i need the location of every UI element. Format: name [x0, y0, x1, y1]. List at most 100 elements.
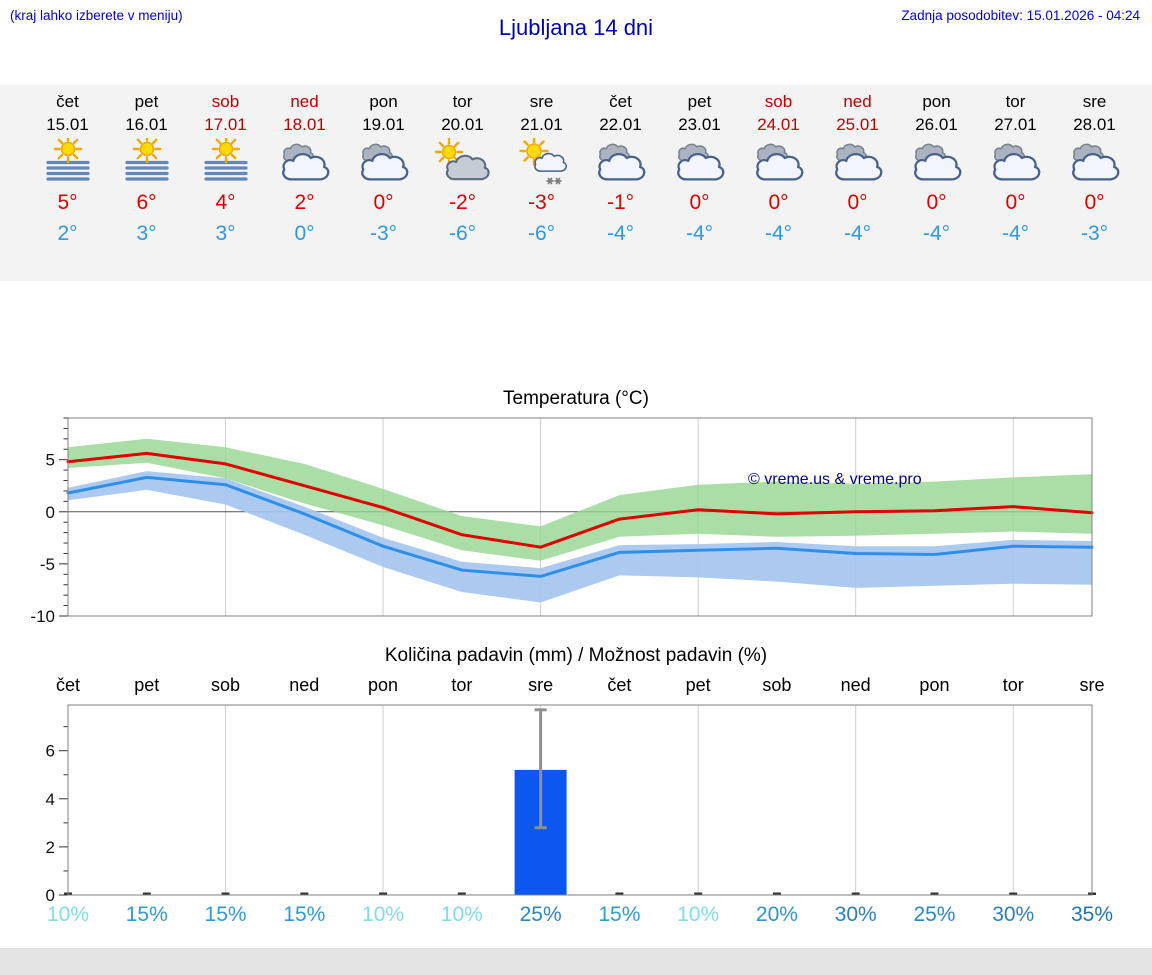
day-low-temp: -4°	[922, 222, 951, 245]
day-low-temp: -4°	[843, 222, 872, 245]
zero-precip-mark	[300, 892, 309, 895]
day-low-temp: 0°	[294, 222, 315, 245]
day-low-temp: -4°	[606, 222, 635, 245]
day-high-temp: 5°	[57, 191, 78, 214]
forecast-day[interactable]: pet 16.01 6° 3°	[107, 92, 186, 281]
day-date: 23.01	[678, 115, 721, 134]
precip-probability: 15%	[125, 903, 168, 926]
day-name: pon	[922, 92, 951, 111]
sun-fog-icon	[107, 134, 186, 188]
precip-ytick-label: 2	[46, 838, 55, 857]
bottom-strip	[0, 948, 1152, 975]
day-name: tor	[1005, 92, 1026, 111]
day-low-temp: 2°	[57, 222, 78, 245]
precip-day-label: sob	[762, 675, 792, 695]
day-name: sre	[529, 92, 554, 111]
precip-probability: 15%	[204, 903, 247, 926]
precip-day-label: čet	[55, 675, 81, 695]
cloudy-icon	[1055, 138, 1134, 188]
forecast-day[interactable]: čet 22.01 -1° -4°	[581, 92, 660, 281]
precip-day-label: sre	[528, 675, 554, 695]
day-name: tor	[452, 92, 473, 111]
day-date: 21.01	[520, 115, 563, 134]
precip-ytick-label: 4	[46, 790, 55, 809]
cloudy-icon	[581, 138, 660, 188]
day-date: 25.01	[836, 115, 879, 134]
forecast-day[interactable]: pon 19.01 0° -3°	[344, 92, 423, 281]
menu-hint: (kraj lahko izberete v meniju)	[10, 8, 183, 23]
day-high-temp: 0°	[1005, 191, 1026, 214]
day-date: 17.01	[204, 115, 247, 134]
max-temperature-range	[68, 438, 1092, 561]
day-name: čet	[609, 92, 632, 111]
day-low-temp: -6°	[527, 222, 556, 245]
day-high-temp: 6°	[136, 191, 157, 214]
min-temperature-range	[68, 471, 1092, 603]
last-update-label: Zadnja posodobitev: 15.01.2026 - 04:24	[901, 8, 1140, 23]
temp-ytick-label: 5	[46, 451, 55, 470]
copyright-link[interactable]: © vreme.us & vreme.pro	[748, 471, 922, 488]
precip-probability: 25%	[519, 903, 562, 926]
forecast-day[interactable]: čet 15.01 5° 2°	[28, 92, 107, 281]
day-name: pon	[369, 92, 398, 111]
cloudy-icon	[660, 138, 739, 188]
day-high-temp: 0°	[689, 191, 710, 214]
day-name: čet	[56, 92, 79, 111]
precip-probability: 10%	[440, 903, 483, 926]
cloudy-icon	[265, 138, 344, 188]
forecast-day[interactable]: sre 21.01 -3° -6°	[502, 92, 581, 281]
forecast-day[interactable]: sre 28.01 0° -3°	[1055, 92, 1134, 281]
forecast-day[interactable]: sob 24.01 0° -4°	[739, 92, 818, 281]
cloudy-icon	[739, 138, 818, 188]
precip-ytick-label: 6	[46, 742, 55, 761]
forecast-day[interactable]: sob 17.01 4° 3°	[186, 92, 265, 281]
temperature-chart-title: Temperatura (°C)	[503, 388, 649, 409]
day-high-temp: -1°	[606, 191, 635, 214]
cloudy-icon	[818, 138, 897, 188]
day-low-temp: -4°	[685, 222, 714, 245]
sun-fog-icon	[186, 134, 265, 188]
precip-probability: 35%	[1070, 903, 1114, 926]
zero-precip-mark	[851, 892, 860, 895]
forecast-day[interactable]: pet 23.01 0° -4°	[660, 92, 739, 281]
day-high-temp: -2°	[448, 191, 477, 214]
page-title: Ljubljana 14 dni	[498, 15, 654, 40]
sun-cloud-icon	[423, 137, 502, 188]
temp-ytick-label: -5	[40, 555, 55, 574]
day-name: sob	[764, 92, 793, 111]
precip-day-label: čet	[607, 675, 632, 695]
forecast-day[interactable]: tor 27.01 0° -4°	[976, 92, 1055, 281]
precip-probability: 30%	[834, 903, 877, 926]
forecast-day[interactable]: pon 26.01 0° -4°	[897, 92, 976, 281]
precip-day-label: tor	[1002, 675, 1024, 695]
precip-day-label: sre	[1079, 675, 1105, 695]
zero-precip-mark	[694, 892, 703, 895]
sun-cloud-snow-icon	[502, 136, 581, 188]
precip-ytick-label: 0	[46, 886, 55, 903]
day-date: 24.01	[757, 115, 800, 134]
day-low-temp: -4°	[1001, 222, 1030, 245]
cloudy-icon	[897, 138, 976, 188]
day-low-temp: 3°	[136, 222, 157, 245]
day-low-temp: -4°	[764, 222, 793, 245]
precip-probability: 25%	[913, 903, 956, 926]
precip-probability-row: 10% 15% 15% 15% 10% 10% 25% 15% 10% 20% 30% 25% 30% 3…	[0, 903, 1152, 933]
forecast-day[interactable]: ned 18.01 2° 0°	[265, 92, 344, 281]
precip-day-label: pet	[685, 675, 711, 695]
precip-day-label: tor	[451, 675, 473, 695]
day-name: pet	[134, 92, 159, 111]
temp-ytick-label: 0	[46, 503, 55, 522]
forecast-day[interactable]: tor 20.01 -2° -6°	[423, 92, 502, 281]
cloudy-icon	[344, 138, 423, 188]
precip-day-label: ned	[840, 675, 871, 695]
precip-probability: 10%	[362, 903, 405, 926]
precip-day-label: ned	[289, 675, 320, 695]
precip-day-label: pon	[919, 675, 950, 695]
cloudy-icon	[976, 138, 1055, 188]
day-low-temp: -6°	[448, 222, 477, 245]
precip-day-label: pet	[134, 675, 160, 695]
forecast-day[interactable]: ned 25.01 0° -4°	[818, 92, 897, 281]
precip-probability: 15%	[283, 903, 326, 926]
day-date: 22.01	[599, 115, 642, 134]
day-date: 15.01	[46, 115, 89, 134]
